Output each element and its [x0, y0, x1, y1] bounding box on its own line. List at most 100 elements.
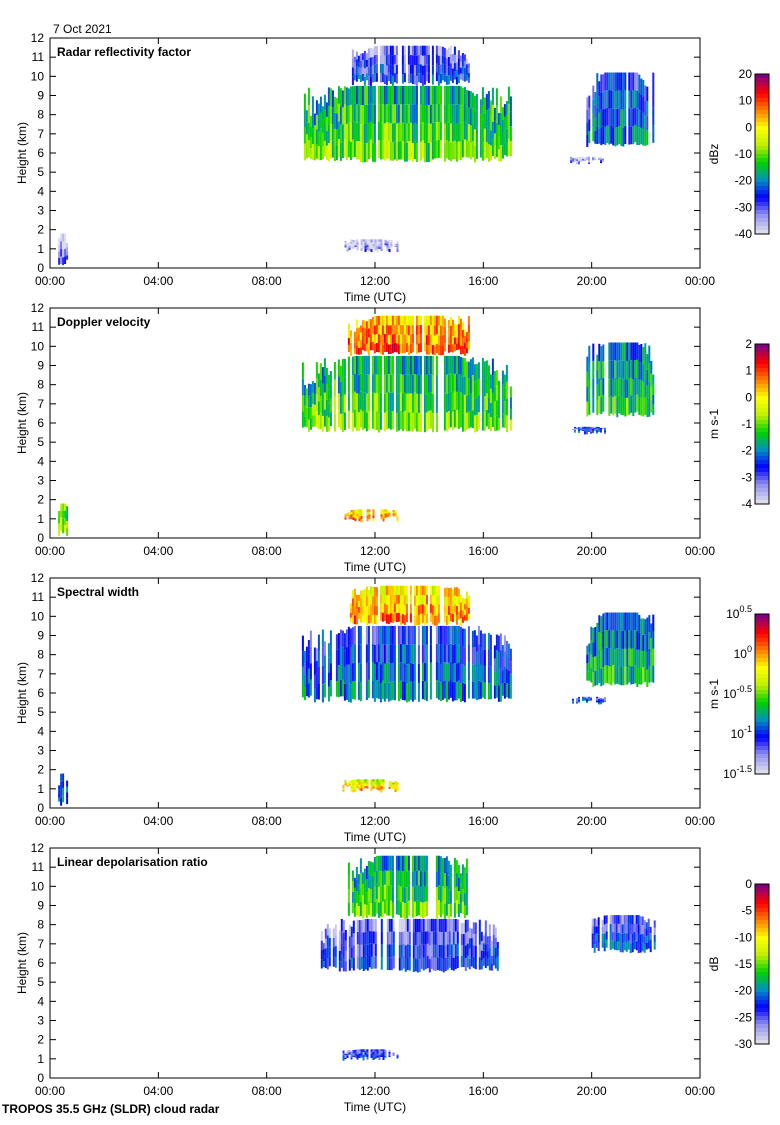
echo-cell	[440, 663, 442, 682]
echo-cell	[634, 924, 636, 933]
echo-cell	[362, 343, 364, 351]
echo-cell	[444, 614, 446, 623]
echo-cell	[402, 55, 404, 65]
echo-cell	[600, 159, 602, 161]
echo-cell	[604, 916, 606, 925]
echo-cell	[355, 518, 357, 521]
echo-cell	[330, 106, 332, 124]
echo-cell	[408, 345, 410, 355]
echo-cell	[394, 334, 396, 343]
echo-cell	[624, 933, 626, 942]
echo-cell	[350, 684, 352, 703]
echo-cell	[316, 115, 318, 130]
echo-cell	[390, 586, 392, 595]
echo-cell	[304, 416, 306, 426]
echo-cell	[374, 143, 376, 162]
echo-cell	[386, 662, 388, 680]
echo-cell	[487, 959, 489, 966]
echo-cell	[596, 126, 598, 144]
echo-cell	[424, 375, 426, 394]
echo-cell	[610, 915, 612, 924]
echo-cell	[496, 400, 498, 415]
echo-cell	[616, 343, 618, 362]
echo-cell	[306, 408, 308, 418]
echo-cell	[422, 56, 424, 66]
echo-cell	[393, 510, 395, 512]
echo-cell	[410, 86, 412, 104]
echo-cell	[642, 619, 644, 635]
echo-cell	[366, 626, 368, 645]
echo-cell	[626, 631, 628, 649]
echo-cell	[352, 140, 354, 158]
echo-cell	[306, 110, 308, 122]
echo-cell	[622, 943, 624, 952]
echo-cell	[618, 933, 620, 942]
echo-cell	[506, 669, 508, 683]
echo-cell	[345, 517, 347, 519]
echo-cell	[468, 644, 470, 662]
echo-cell	[458, 356, 460, 374]
echo-cell	[474, 364, 476, 381]
echo-cell	[368, 680, 370, 698]
echo-cell	[408, 316, 410, 326]
echo-cell	[344, 104, 346, 122]
echo-cell	[436, 413, 438, 432]
echo-cell	[380, 46, 382, 55]
echo-cell	[496, 123, 498, 140]
echo-cell	[448, 356, 450, 374]
echo-cell	[360, 607, 362, 615]
echo-cell	[462, 53, 464, 60]
echo-cell	[392, 604, 394, 613]
echo-cell	[468, 141, 470, 158]
echo-cell	[438, 900, 440, 915]
echo-cell	[440, 74, 442, 83]
colorbar-step	[755, 226, 769, 231]
echo-cell	[364, 392, 366, 410]
echo-cell	[584, 429, 586, 431]
echo-cell	[404, 325, 406, 334]
echo-cell	[362, 590, 364, 598]
echo-cell	[377, 1049, 379, 1051]
echo-cell	[388, 901, 390, 916]
echo-cell	[384, 356, 386, 375]
colorbar-step	[755, 904, 769, 909]
echo-cell	[634, 666, 636, 684]
echo-cell	[592, 361, 594, 378]
echo-cell	[372, 596, 374, 605]
colorbar-step	[755, 1012, 769, 1017]
echo-cell	[410, 344, 412, 354]
y-tick-label: 11	[32, 50, 45, 64]
echo-cell	[622, 915, 624, 924]
echo-cell	[350, 337, 352, 343]
echo-cell	[480, 128, 482, 143]
echo-region	[586, 613, 654, 688]
echo-cell	[351, 240, 353, 242]
echo-cell	[652, 125, 654, 143]
echo-cell	[616, 399, 618, 418]
echo-cell	[473, 957, 475, 969]
echo-cell	[62, 249, 64, 257]
echo-cell	[580, 158, 582, 159]
echo-cell	[339, 961, 341, 971]
echo-cell	[446, 50, 448, 59]
echo-cell	[338, 86, 340, 104]
colorbar-step	[755, 682, 769, 687]
echo-cell	[356, 337, 358, 346]
echo-cell	[628, 361, 630, 379]
echo-cell	[400, 626, 402, 644]
echo-cell	[375, 944, 377, 956]
colorbar-step	[755, 364, 769, 369]
echo-cell	[391, 783, 393, 785]
echo-cell	[367, 509, 369, 512]
echo-cell	[344, 684, 346, 701]
echo-cell	[612, 91, 614, 109]
echo-cell	[435, 945, 437, 958]
echo-cell	[614, 73, 616, 92]
echo-cell	[495, 938, 497, 948]
echo-cell	[328, 375, 330, 389]
echo-cell	[371, 931, 373, 944]
echo-cell	[620, 128, 622, 146]
echo-cell	[650, 374, 652, 387]
echo-cell	[382, 626, 384, 644]
echo-cell	[360, 664, 362, 683]
